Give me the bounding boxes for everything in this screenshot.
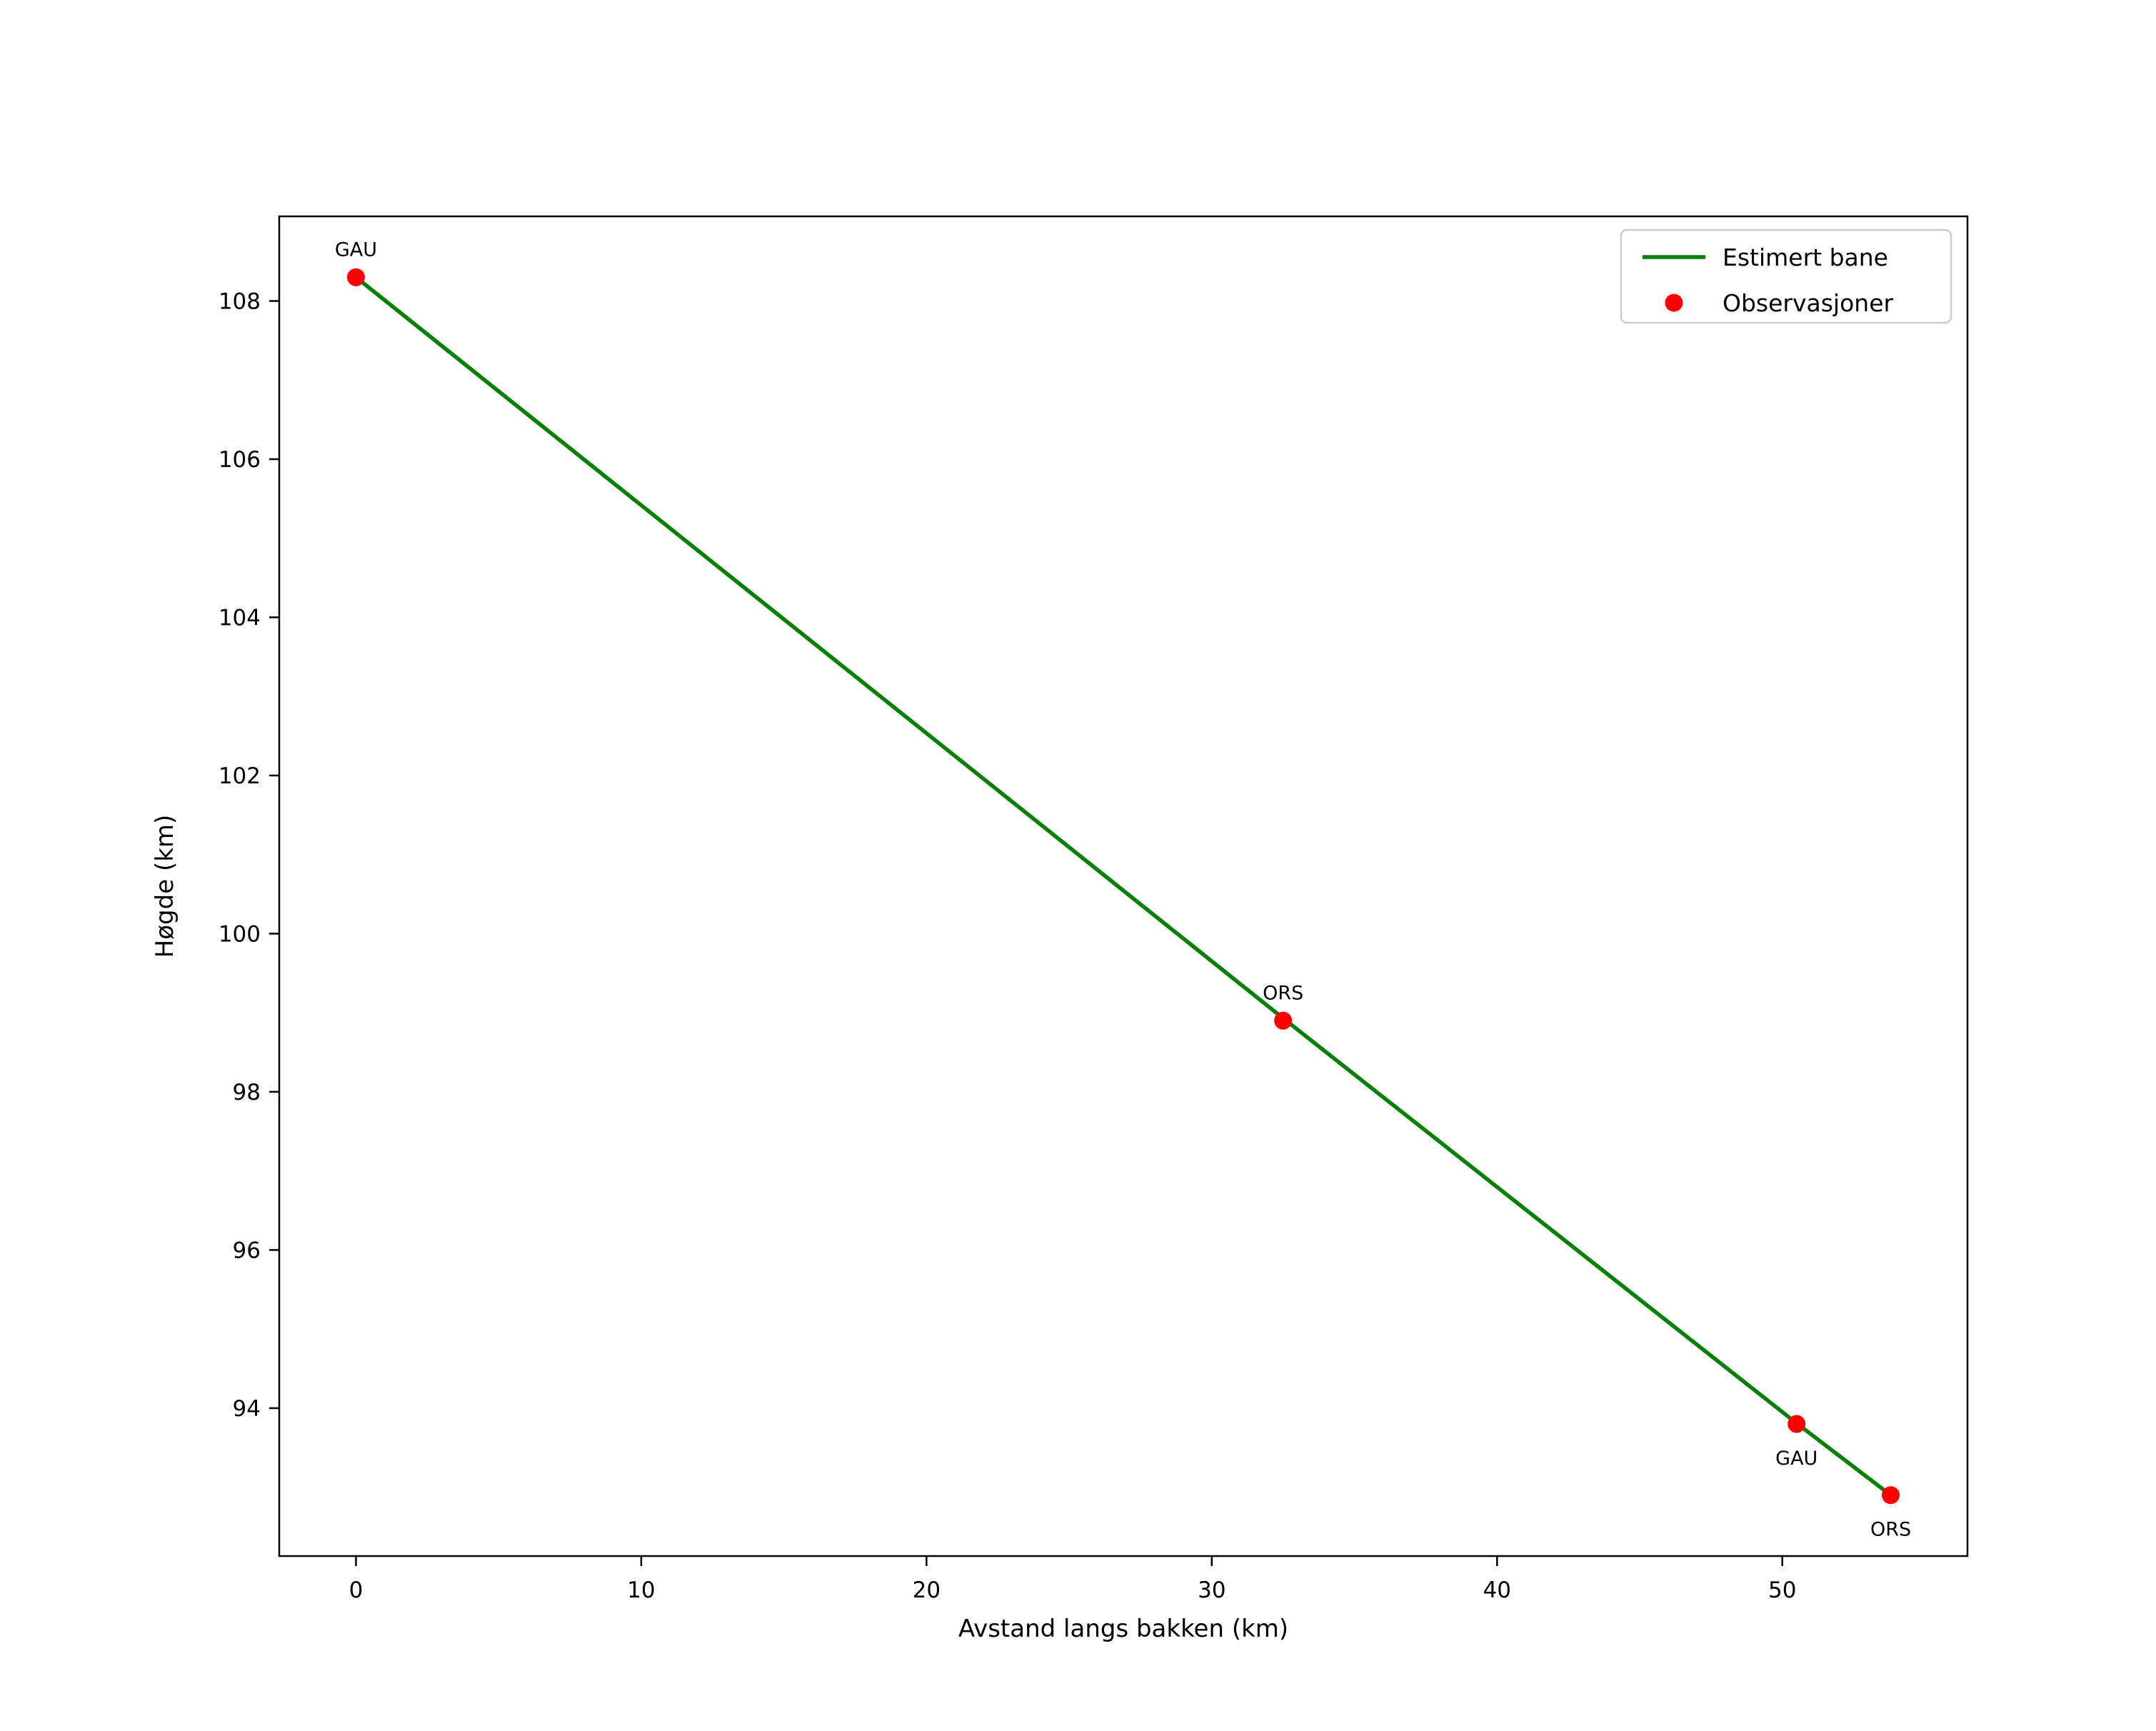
- trajectory-line: [354, 275, 1893, 1497]
- y-tick-label: 96: [233, 1238, 261, 1263]
- x-tick-label: 10: [627, 1577, 655, 1603]
- point-label: GAU: [335, 239, 377, 261]
- x-tick-label: 20: [913, 1577, 941, 1603]
- legend-marker-sample: [1665, 293, 1683, 312]
- legend-entry-label: Estimert bane: [1723, 244, 1888, 271]
- y-axis-label: Høgde (km): [151, 815, 179, 958]
- plot-border: [278, 215, 1969, 1557]
- point-label: ORS: [1870, 1519, 1911, 1541]
- y-tick-label: 106: [219, 447, 261, 473]
- point-label: GAU: [1775, 1447, 1817, 1470]
- point-label: ORS: [1263, 982, 1303, 1004]
- x-tick-label: 0: [349, 1577, 363, 1603]
- y-tick-label: 100: [219, 921, 261, 947]
- y-tick-label: 108: [219, 288, 261, 314]
- observation-point: [1882, 1486, 1900, 1505]
- observation-point: [1788, 1415, 1806, 1433]
- x-tick-label: 40: [1483, 1577, 1511, 1603]
- y-tick-label: 98: [233, 1080, 261, 1105]
- y-tick-label: 94: [233, 1396, 261, 1422]
- plot-dynamic-layer: 0 10 20 30 40 50 94 96 98 100 102 104 106 108 GAU ORS GA…: [219, 215, 1969, 1603]
- legend: Estimert bane Observasjoner: [1620, 229, 1952, 324]
- x-tick-label: 30: [1198, 1577, 1225, 1603]
- x-axis-label: Avstand langs bakken (km): [958, 1615, 1288, 1643]
- y-tick-label: 102: [219, 763, 261, 789]
- y-tick-label: 104: [219, 605, 261, 631]
- legend-entry-label: Observasjoner: [1723, 289, 1894, 317]
- observation-point: [1274, 1011, 1293, 1030]
- legend-box: [1620, 229, 1952, 324]
- x-tick-label: 50: [1768, 1577, 1796, 1603]
- observation-point: [346, 268, 365, 286]
